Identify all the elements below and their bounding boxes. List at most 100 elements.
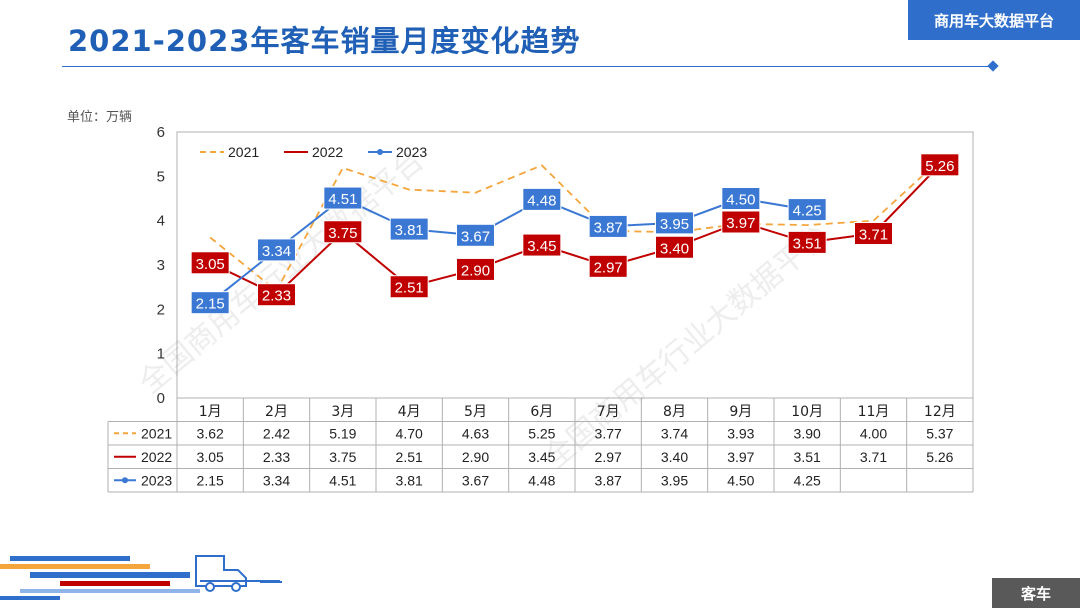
table-cell: 4.50 — [727, 472, 754, 488]
table-cell: 3.62 — [197, 425, 224, 441]
data-label-2022-box — [389, 275, 429, 299]
data-label-2022-box — [588, 254, 628, 278]
data-label-2022: 5.26 — [920, 153, 960, 177]
brand-badge: 商用车大数据平台 — [908, 0, 1080, 40]
data-label-2023-text: 4.25 — [793, 203, 822, 220]
data-label-2023-text: 3.81 — [395, 222, 424, 239]
legend-label-2023: 2023 — [396, 144, 427, 160]
x-category-label: 1月 — [199, 404, 222, 420]
table-cell: 5.37 — [926, 425, 953, 441]
data-label-2023: 4.25 — [787, 198, 827, 222]
table-cell: 2.42 — [263, 425, 290, 441]
data-label-2022: 3.40 — [655, 235, 694, 259]
data-label-2022-box — [257, 283, 296, 307]
data-label-2022: 2.51 — [389, 275, 429, 299]
x-category-label: 12月 — [924, 404, 956, 420]
data-label-2022-box — [522, 233, 562, 257]
data-label-2022-text: 3.75 — [328, 225, 357, 242]
data-label-2022-text: 2.97 — [594, 259, 623, 276]
table-cell: 3.05 — [197, 449, 224, 465]
table-cell: 2.15 — [197, 472, 224, 488]
x-category-label: 5月 — [464, 404, 487, 420]
data-label-2023: 3.67 — [456, 223, 495, 247]
x-category-label: 11月 — [858, 404, 890, 420]
data-label-2022-text: 2.51 — [395, 280, 424, 297]
y-tick-label: 5 — [157, 168, 165, 185]
table-cell: 3.74 — [661, 425, 688, 441]
data-label-2022-text: 5.26 — [925, 158, 954, 175]
table-cell: 3.67 — [462, 472, 489, 488]
data-label-2022: 3.05 — [190, 251, 230, 275]
table-row-label: 2023 — [141, 472, 172, 488]
data-label-2022-text: 2.33 — [262, 288, 291, 305]
data-label-2022-box — [456, 257, 495, 281]
table-cell: 3.97 — [727, 449, 754, 465]
x-category-label: 2月 — [265, 404, 288, 420]
table-cell: 5.19 — [329, 425, 356, 441]
data-label-2022: 3.75 — [323, 220, 363, 244]
data-label-2022-box — [854, 222, 893, 246]
data-label-2023: 4.51 — [323, 186, 363, 210]
table-cell: 4.00 — [860, 425, 887, 441]
table-cell: 3.45 — [528, 449, 555, 465]
truck-speed-decoration — [0, 555, 282, 600]
legend: 2021 2022 2023 — [200, 144, 427, 160]
data-label-2023: 3.81 — [389, 217, 429, 241]
data-label-2022-box — [655, 235, 694, 259]
data-label-2023-box — [190, 291, 230, 315]
data-label-2023-box — [456, 223, 495, 247]
data-label-2023: 2.15 — [190, 291, 230, 315]
data-label-2022: 3.71 — [854, 222, 893, 246]
data-label-2023-box — [323, 186, 363, 210]
y-tick-label: 3 — [157, 257, 165, 274]
x-category-label: 9月 — [729, 404, 752, 420]
x-category-label: 6月 — [530, 404, 553, 420]
x-category-label: 8月 — [663, 404, 686, 420]
data-label-2022: 2.33 — [257, 283, 296, 307]
legend-marker-2023 — [377, 149, 383, 155]
data-label-2023: 3.95 — [655, 211, 694, 235]
y-tick-label: 2 — [157, 301, 165, 318]
table-cell: 3.95 — [661, 472, 688, 488]
table-cell: 2.33 — [263, 449, 290, 465]
y-tick-label: 0 — [157, 390, 165, 407]
table-cell: 3.75 — [329, 449, 356, 465]
table-row-label: 2021 — [141, 425, 172, 441]
page-title: 2021-2023年客车销量月度变化趋势 — [68, 24, 581, 58]
data-label-2022: 3.51 — [787, 230, 827, 254]
data-label-2023-text: 4.51 — [328, 191, 357, 208]
data-label-2022: 2.90 — [456, 257, 495, 281]
table-cell: 5.26 — [926, 449, 953, 465]
x-category-label: 7月 — [597, 404, 620, 420]
table-row-label: 2022 — [141, 449, 172, 465]
data-label-2023-text: 3.34 — [262, 243, 291, 260]
data-label-2023-text: 3.87 — [594, 219, 623, 236]
data-label-2022-box — [721, 210, 761, 234]
plot-area — [176, 131, 974, 399]
data-label-2022-box — [190, 251, 230, 275]
data-table-grid — [107, 397, 974, 493]
x-category-label: 10月 — [791, 404, 823, 420]
table-cell: 3.90 — [794, 425, 821, 441]
data-label-2023-text: 3.95 — [660, 216, 689, 233]
table-cell: 3.34 — [263, 472, 290, 488]
table-cell: 4.70 — [396, 425, 423, 441]
legend-label-2021: 2021 — [228, 144, 259, 160]
data-label-2022-text: 3.05 — [196, 256, 225, 273]
y-tick-label: 1 — [157, 346, 165, 363]
data-label-2023-box — [257, 238, 296, 262]
data-label-2023-box — [389, 217, 429, 241]
data-label-2022-text: 3.97 — [726, 215, 755, 232]
table-cell: 2.90 — [462, 449, 489, 465]
data-label-2022-text: 3.45 — [527, 238, 556, 255]
data-label-2022-text: 2.90 — [461, 262, 490, 279]
table-cell: 4.48 — [528, 472, 555, 488]
table-cell: 3.93 — [727, 425, 754, 441]
data-label-2022: 2.97 — [588, 254, 628, 278]
unit-label: 单位：万辆 — [67, 110, 133, 125]
title-divider — [62, 66, 994, 67]
series-line-2023 — [209, 197, 808, 304]
data-label-2022-box — [787, 230, 827, 254]
data-label-2022: 3.45 — [522, 233, 562, 257]
